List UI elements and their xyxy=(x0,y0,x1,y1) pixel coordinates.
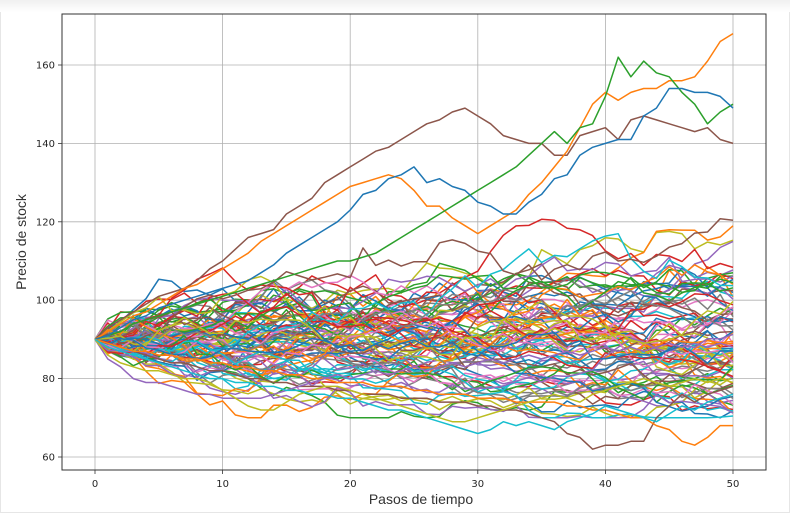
series-line xyxy=(94,315,734,381)
series-line xyxy=(94,56,734,341)
series-line xyxy=(94,333,734,394)
axes-spines xyxy=(61,13,767,471)
x-tick-label: 30 xyxy=(471,479,484,490)
y-tick-label: 60 xyxy=(42,453,55,464)
series-line xyxy=(94,306,734,387)
window-top-edge xyxy=(0,0,790,12)
y-axis-ticks: 60 80 100 120 140 160 xyxy=(36,61,62,464)
series-line xyxy=(94,338,733,446)
y-tick-label: 140 xyxy=(36,139,55,150)
series-line xyxy=(94,338,734,411)
x-tick-label: 10 xyxy=(216,479,229,490)
series-line xyxy=(94,282,734,345)
series-line xyxy=(94,300,734,361)
series-line xyxy=(94,290,734,351)
x-tick-label: 0 xyxy=(92,479,98,490)
series-line xyxy=(94,334,734,401)
series-line xyxy=(94,87,734,341)
y-tick-label: 80 xyxy=(42,374,55,385)
series-line xyxy=(94,32,734,341)
series-line xyxy=(94,314,734,380)
series-line xyxy=(94,338,734,414)
x-tick-label: 20 xyxy=(344,479,357,490)
x-axis-ticks: 0 10 20 30 40 50 xyxy=(92,470,740,490)
y-tick-label: 100 xyxy=(36,296,55,307)
series-line xyxy=(94,217,734,344)
series-line xyxy=(94,338,734,423)
y-axis-label: Precio de stock xyxy=(13,193,29,290)
x-tick-label: 40 xyxy=(599,479,612,490)
x-tick-label: 50 xyxy=(727,479,740,490)
series-line xyxy=(94,338,734,435)
y-tick-label: 160 xyxy=(36,61,55,72)
x-axis-label: Pasos de tiempo xyxy=(369,491,473,507)
series-line xyxy=(94,292,734,371)
series-line xyxy=(94,338,734,399)
series-line xyxy=(94,256,734,345)
series-lines xyxy=(94,32,734,450)
y-tick-label: 120 xyxy=(36,217,55,228)
series-line xyxy=(94,338,734,419)
series-line xyxy=(94,278,734,340)
series-line xyxy=(94,107,734,340)
series-line xyxy=(94,262,734,342)
series-line xyxy=(94,338,734,450)
series-line xyxy=(94,314,734,368)
series-line xyxy=(94,331,734,364)
